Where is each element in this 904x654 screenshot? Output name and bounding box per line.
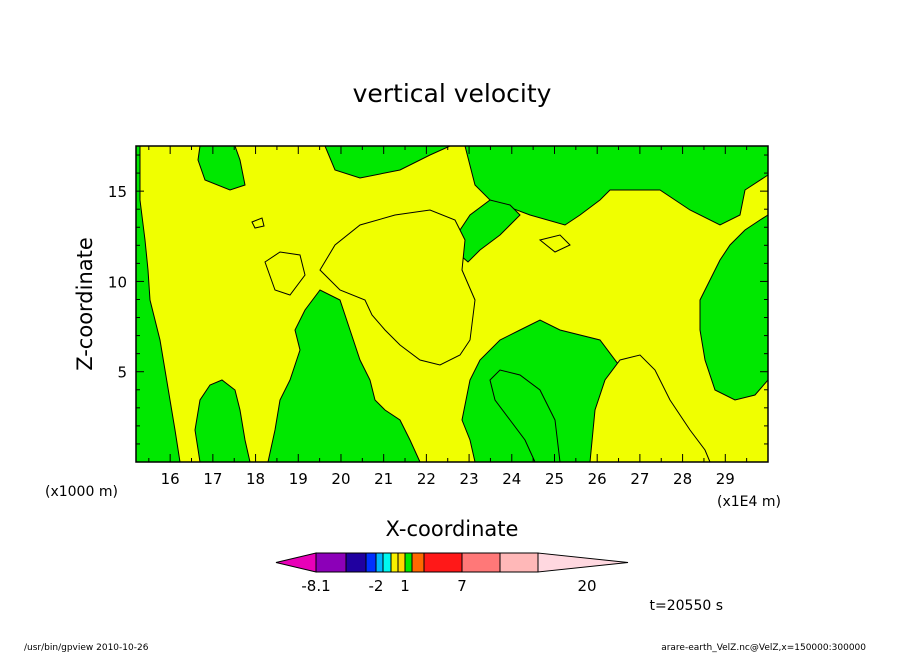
colorbar-label: 20 — [577, 577, 596, 595]
colorbar-segment — [365, 552, 377, 573]
plot-frame — [135, 145, 769, 463]
negative-pocket-2 — [489, 369, 561, 463]
x-tick-label: 24 — [502, 470, 521, 488]
colorbar-labels: -8.1 -2 1 7 20 — [301, 577, 596, 595]
colorbar-segment — [382, 552, 392, 573]
plot-area: 16 17 18 19 20 21 22 23 24 25 26 27 28 29 5 10 15 — [108, 145, 769, 488]
colorbar-arrow-high — [537, 552, 629, 573]
colorbar-arrow-low — [275, 552, 317, 573]
colorbar-segment — [404, 552, 413, 573]
colorbar-segment — [461, 552, 501, 573]
x-tick-label: 26 — [588, 470, 607, 488]
colorbar-segment — [397, 552, 406, 573]
x-tick-label: 18 — [246, 470, 265, 488]
x-tick-label: 17 — [203, 470, 222, 488]
colorbar-label: -2 — [369, 577, 384, 595]
x-tick-label: 27 — [630, 470, 649, 488]
x-axis-label: X-coordinate — [386, 517, 519, 541]
colorbar-label: 1 — [400, 577, 410, 595]
x-unit-left: (x1000 m) — [45, 484, 118, 500]
chart-title: vertical velocity — [353, 79, 552, 108]
positive-blob-tiny — [251, 217, 265, 229]
positive-regions — [139, 145, 769, 463]
x-tick-label: 28 — [673, 470, 692, 488]
y-tick-label: 5 — [117, 364, 127, 382]
colorbar-segment — [411, 552, 425, 573]
positive-region-center — [319, 209, 476, 366]
positive-region-left-mid — [264, 251, 306, 296]
x-tick-label: 19 — [289, 470, 308, 488]
time-label: t=20550 s — [650, 598, 724, 614]
colorbar-segment — [499, 552, 539, 573]
positive-region-right-bottom — [589, 354, 711, 463]
y-tick-label: 15 — [108, 183, 127, 201]
x-tick-label: 20 — [331, 470, 350, 488]
colorbar-label: -8.1 — [301, 577, 330, 595]
x-ticks: 16 17 18 19 20 21 22 23 24 25 26 27 28 29 — [148, 146, 748, 488]
y-tick-label: 10 — [108, 273, 127, 291]
colorbar-segment — [390, 552, 399, 573]
x-unit-right: (x1E4 m) — [717, 494, 781, 510]
colorbar-segment — [423, 552, 463, 573]
y-ticks: 5 10 15 — [108, 154, 768, 445]
colorbar-label: 7 — [457, 577, 467, 595]
y-axis-label: Z-coordinate — [73, 237, 97, 371]
positive-blob-small — [538, 234, 571, 253]
colorbar-segment — [345, 552, 367, 573]
x-tick-label: 25 — [545, 470, 564, 488]
x-tick-label: 21 — [374, 470, 393, 488]
colorbar-segment — [375, 552, 384, 573]
footer-left: /usr/bin/gpview 2010-10-26 — [24, 643, 149, 653]
x-tick-label: 22 — [417, 470, 436, 488]
x-tick-label: 29 — [716, 470, 735, 488]
negative-pocket-1 — [459, 199, 521, 263]
colorbar — [275, 552, 629, 573]
colorbar-segment — [315, 552, 347, 573]
footer-right: arare-earth_VelZ.nc@VelZ,x=150000:300000 — [661, 643, 866, 653]
x-tick-label: 16 — [161, 470, 180, 488]
x-tick-label: 23 — [460, 470, 479, 488]
